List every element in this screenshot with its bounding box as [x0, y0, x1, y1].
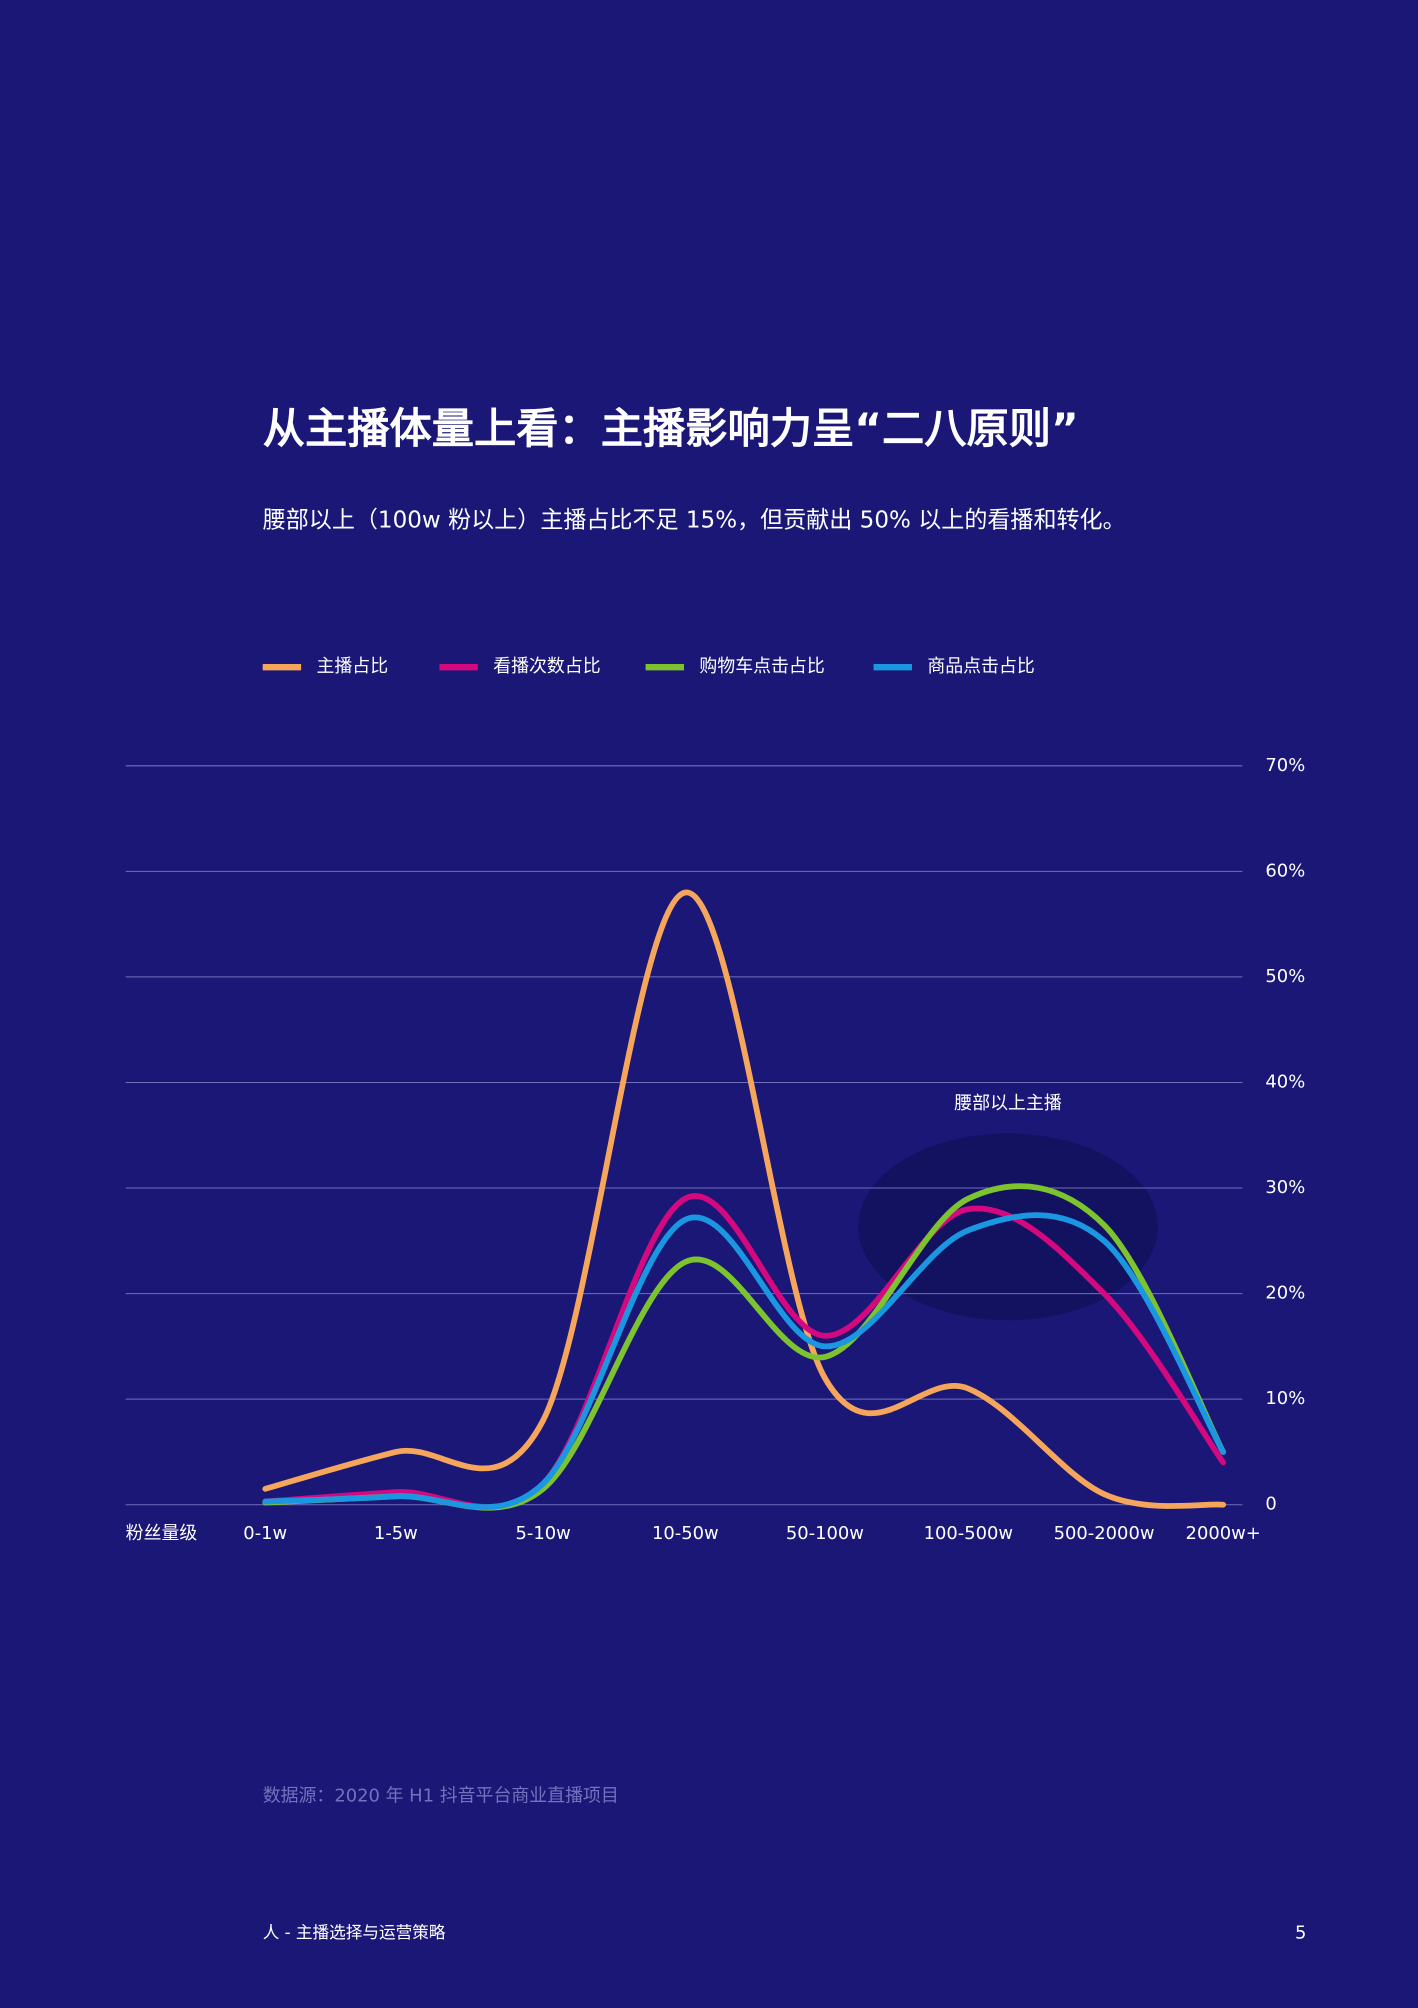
x-tick-label: 0-1w: [243, 1523, 287, 1544]
series-line: [262, 889, 1227, 1509]
y-tick-label: 50%: [1265, 966, 1305, 987]
chart-title: 从主播体量上看：主播影响力呈“二八原则”: [263, 404, 1079, 453]
y-tick-label: 70%: [1265, 755, 1305, 776]
legend-label: 主播占比: [316, 656, 388, 677]
x-tick-label: 100-500w: [924, 1523, 1013, 1544]
chart-subtitle: 腰部以上（100w 粉以上）主播占比不足 15%，但贡献出 50% 以上的看播和…: [263, 508, 1126, 534]
page-number: 5: [1295, 1923, 1306, 1944]
footer: 人 - 主播选择与运营策略: [263, 1923, 446, 1942]
annotation: 腰部以上主播: [954, 1093, 1062, 1114]
x-tick-label: 500-2000w: [1054, 1523, 1155, 1544]
source-note: 数据源：2020 年 H1 抖音平台商业直播项目: [263, 1786, 619, 1807]
legend-label: 购物车点击占比: [699, 656, 824, 677]
x-axis-label: 粉丝量级: [126, 1523, 198, 1544]
y-tick-label: 0: [1265, 1494, 1276, 1515]
y-tick-label: 40%: [1265, 1071, 1305, 1092]
x-tick-label: 5-10w: [516, 1523, 571, 1544]
x-tick-label: 50-100w: [786, 1523, 864, 1544]
x-tick-label: 10-50w: [652, 1523, 719, 1544]
legend-label: 看播次数占比: [493, 656, 600, 677]
plot: 0 10% 20% 30% 40% 50% 60% 70% 0-1w 1-5w 5-10w 10-50…: [125, 656, 1305, 1544]
x-tick-label: 2000w+: [1186, 1523, 1261, 1544]
x-tick-label: 1-5w: [374, 1523, 418, 1544]
y-tick-label: 10%: [1265, 1388, 1305, 1409]
y-tick-label: 60%: [1265, 860, 1305, 881]
y-tick-label: 20%: [1265, 1283, 1305, 1304]
legend-label: 商品点击占比: [927, 656, 1034, 677]
y-tick-label: 30%: [1265, 1177, 1305, 1198]
series-line: [262, 1212, 1227, 1510]
